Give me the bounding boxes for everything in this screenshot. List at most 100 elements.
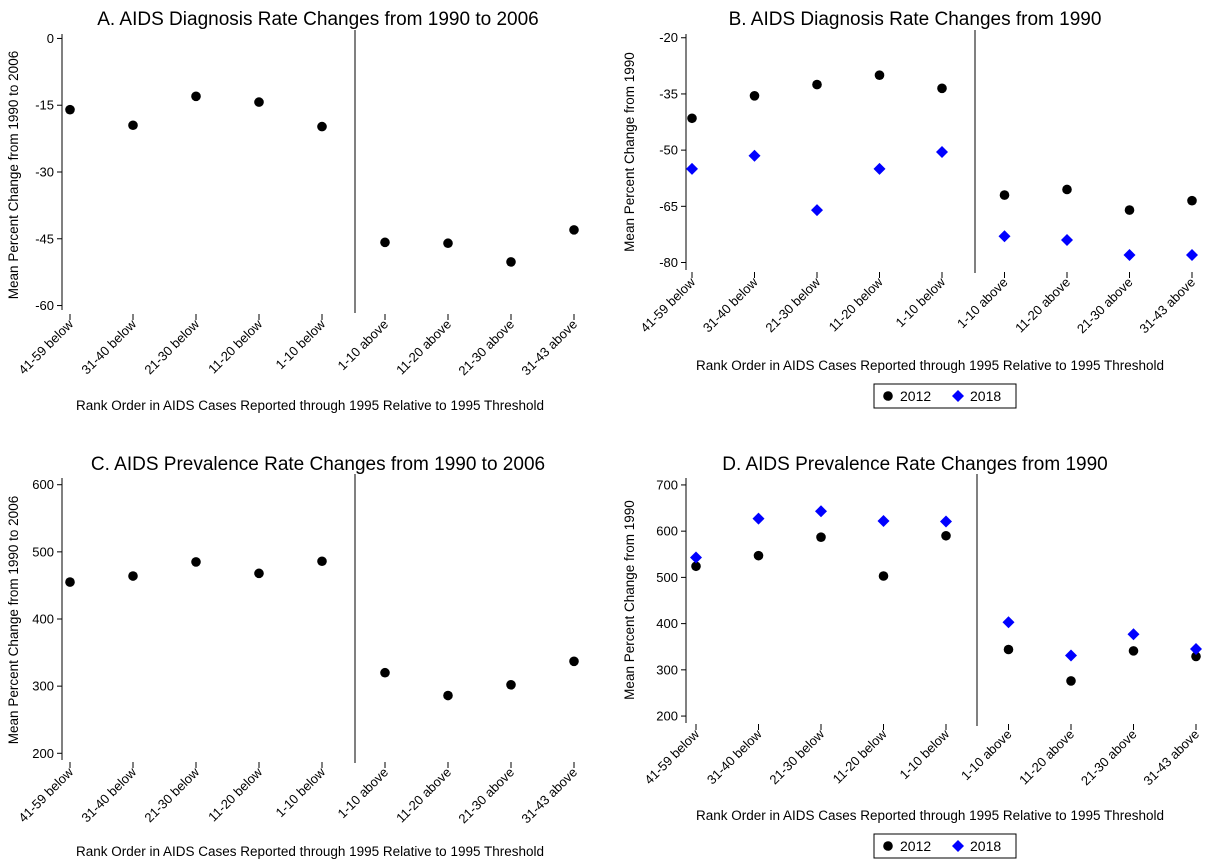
x-tick-label: 21-30 below xyxy=(762,274,823,335)
x-tick-label: 11-20 below xyxy=(205,316,265,376)
data-point-circle xyxy=(506,680,516,690)
y-tick-label: 400 xyxy=(656,616,678,631)
data-point-circle xyxy=(380,667,390,678)
data-point-circle xyxy=(878,571,889,581)
y-axis-label: Mean Percent Change from 1990 xyxy=(622,500,637,700)
legend-label: 2012 xyxy=(900,388,931,404)
x-tick-label: 21-30 below xyxy=(141,316,202,377)
x-tick-label: 21-30 above xyxy=(1074,275,1136,337)
data-point-circle xyxy=(937,83,947,94)
x-tick-label: 1-10 below xyxy=(893,274,949,330)
x-tick-label: 11-20 below xyxy=(205,764,265,824)
series-2018 xyxy=(690,505,1202,662)
data-point-circle xyxy=(191,557,201,567)
data-point-circle xyxy=(254,97,264,107)
data-point-circle xyxy=(816,532,826,542)
x-tick-label: 11-20 below xyxy=(826,274,886,334)
x-tick-label: 31-43 above xyxy=(518,317,580,379)
data-point-circle xyxy=(506,257,516,267)
legend-box xyxy=(873,833,1017,859)
data-point-diamond xyxy=(752,512,765,525)
data-point-circle xyxy=(1191,651,1201,662)
data-point-circle xyxy=(317,121,327,132)
x-tick-label: 41-59 below xyxy=(15,764,76,825)
x-tick-label: 31-43 above xyxy=(518,765,580,827)
data-point-circle xyxy=(1003,644,1014,655)
y-tick-label: -60 xyxy=(35,298,54,313)
data-point-circle xyxy=(65,577,75,587)
data-point-circle xyxy=(1066,676,1076,686)
legend-marker-diamond xyxy=(952,840,964,852)
x-tick-label: 1-10 above xyxy=(958,727,1015,784)
data-point-diamond xyxy=(1061,234,1073,247)
data-point-circle xyxy=(749,91,760,101)
x-tick-label: 31-43 above xyxy=(1136,275,1198,337)
data-point-diamond xyxy=(1123,249,1136,262)
legend: 2012 2018 xyxy=(873,383,1017,409)
data-point-circle xyxy=(380,237,390,248)
x-tick-label: 1-10 above xyxy=(954,275,1011,332)
series-2018 xyxy=(686,146,1198,262)
x-tick-label: 11-20 above xyxy=(1016,727,1077,788)
data-point-diamond xyxy=(748,149,761,162)
legend-marker-diamond xyxy=(952,390,964,402)
x-tick-label: 1-10 below xyxy=(273,764,329,820)
data-point-diamond xyxy=(1186,249,1198,262)
x-tick-label: 11-20 below xyxy=(830,726,890,786)
x-tick-label: 1-10 below xyxy=(273,316,329,372)
data-point-diamond xyxy=(1127,628,1140,641)
data-point-circle xyxy=(128,571,138,581)
data-point-diamond xyxy=(686,162,698,175)
data-point-circle xyxy=(874,70,885,81)
x-tick-label: 21-30 above xyxy=(455,765,517,827)
data-point-circle xyxy=(317,556,327,567)
y-tick-label: -30 xyxy=(35,165,54,180)
x-tick-label: 31-40 below xyxy=(700,274,761,335)
data-point-diamond xyxy=(940,515,952,528)
x-tick-label: 41-59 below xyxy=(641,726,702,787)
data-point-diamond xyxy=(1190,643,1202,656)
y-tick-label: 0 xyxy=(47,31,54,46)
data-point-diamond xyxy=(998,230,1011,243)
data-point-circle xyxy=(569,225,579,235)
x-tick-label: 1-10 above xyxy=(335,317,392,374)
data-point-circle xyxy=(191,91,201,102)
chart-title: C. AIDS Prevalence Rate Changes from 199… xyxy=(91,454,545,475)
series-2012 xyxy=(691,530,1201,686)
y-tick-label: -45 xyxy=(35,231,54,246)
data-point-circle xyxy=(443,690,453,701)
y-axis-label: Mean Percent Change from 1990 to 2006 xyxy=(6,51,21,299)
series-2012 xyxy=(687,70,1197,215)
y-tick-label: 300 xyxy=(656,662,678,677)
series-0 xyxy=(65,91,579,267)
x-tick-label: 21-30 below xyxy=(766,726,827,787)
data-point-diamond xyxy=(877,514,890,527)
chart-title: D. AIDS Prevalence Rate Changes from 199… xyxy=(722,454,1107,475)
data-point-circle xyxy=(691,561,701,572)
x-tick-label: 11-20 above xyxy=(393,317,454,378)
y-tick-label: -15 xyxy=(35,98,54,113)
y-tick-label: 700 xyxy=(656,477,678,492)
data-point-circle xyxy=(128,120,138,131)
x-axis-label: Rank Order in AIDS Cases Reported throug… xyxy=(696,358,1164,373)
data-point-diamond xyxy=(815,505,827,518)
chart-title: A. AIDS Diagnosis Rate Changes from 1990… xyxy=(97,9,538,30)
y-tick-label: 500 xyxy=(32,544,54,559)
data-point-diamond xyxy=(811,204,823,217)
x-axis-label: Rank Order in AIDS Cases Reported throug… xyxy=(76,398,544,413)
y-tick-label: -50 xyxy=(659,143,678,158)
x-axis-label: Rank Order in AIDS Cases Reported throug… xyxy=(696,808,1164,823)
data-point-circle xyxy=(569,656,579,667)
chart-panel-c: C. AIDS Prevalence Rate Changes from 199… xyxy=(6,454,580,859)
x-tick-label: 11-20 above xyxy=(393,765,454,826)
y-tick-label: 600 xyxy=(32,477,54,492)
y-tick-label: 400 xyxy=(32,612,54,627)
data-point-diamond xyxy=(1002,616,1015,629)
x-tick-label: 21-30 below xyxy=(141,764,202,825)
y-tick-label: -65 xyxy=(659,199,678,214)
data-point-circle xyxy=(254,568,264,579)
data-point-circle xyxy=(1187,195,1197,206)
data-point-circle xyxy=(1062,184,1072,195)
y-axis-label: Mean Percent Change from 1990 to 2006 xyxy=(6,496,21,744)
